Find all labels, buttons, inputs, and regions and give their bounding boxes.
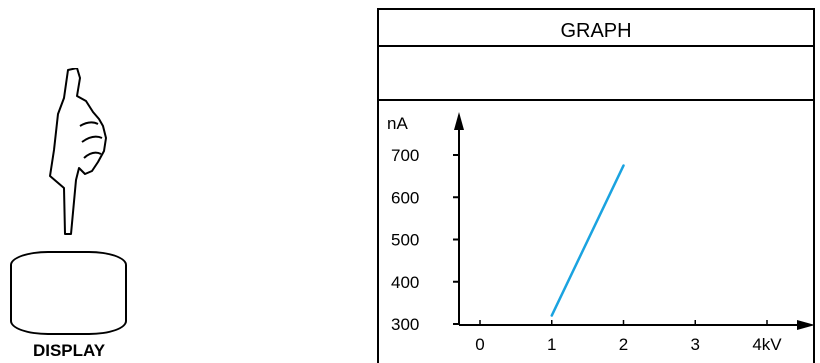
- y-unit-label: nA: [387, 114, 408, 133]
- y-tick-label: 300: [391, 315, 419, 334]
- x-tick-label: 3: [691, 335, 700, 354]
- graph-chart: nA 300 400 500 600 700 0 1 2 3 4kV: [387, 112, 815, 354]
- y-tick-label: 500: [391, 231, 419, 250]
- pointing-hand-icon: [40, 67, 120, 243]
- graph-screen: GRAPH: [377, 8, 815, 363]
- display-button[interactable]: [10, 251, 127, 335]
- x-tick-label: 4kV: [752, 335, 782, 354]
- chart-axes: nA: [387, 112, 815, 330]
- title-divider: [379, 45, 813, 47]
- y-tick-label: 400: [391, 273, 419, 292]
- x-axis-arrow: [797, 320, 815, 330]
- x-tick-label: 2: [619, 335, 628, 354]
- header-divider: [379, 99, 813, 101]
- x-tick-label: 0: [475, 335, 484, 354]
- y-tick-label: 600: [391, 188, 419, 207]
- data-line: [550, 164, 625, 317]
- display-button-label: DISPLAY: [32, 341, 106, 360]
- x-tick-label: 1: [547, 335, 556, 354]
- y-tick-label: 700: [391, 146, 419, 165]
- graph-title: GRAPH: [560, 20, 632, 42]
- y-axis-arrow: [454, 112, 464, 130]
